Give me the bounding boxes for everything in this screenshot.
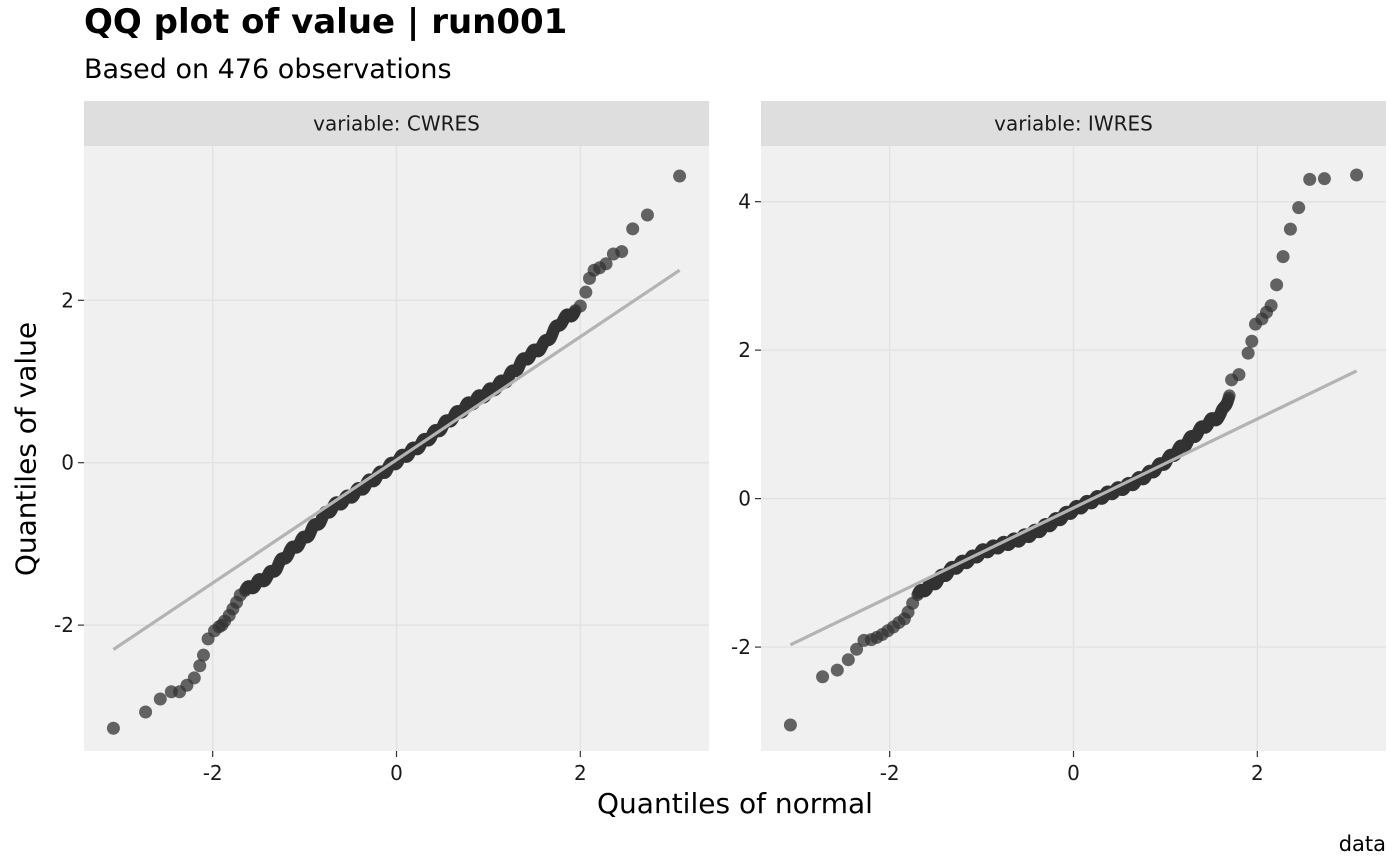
data-point: [1276, 250, 1290, 264]
y-tick-label: 0: [738, 487, 751, 511]
data-point: [816, 670, 830, 684]
x-tick-label: 0: [1067, 761, 1080, 785]
data-point: [579, 285, 593, 299]
facet-strip: [761, 101, 1386, 146]
data-point: [1317, 172, 1331, 186]
x-tick-label: 0: [390, 761, 403, 785]
data-point: [640, 208, 654, 222]
data-point: [1223, 389, 1236, 402]
data-point: [139, 705, 153, 719]
data-point: [1232, 368, 1246, 382]
data-point: [906, 596, 920, 610]
data-point: [193, 659, 207, 673]
data-point: [187, 671, 201, 685]
qq-reference-line: [112, 268, 681, 651]
facet-strip-label: variable: CWRES: [313, 112, 480, 136]
data-point: [1245, 334, 1259, 348]
y-tick-label: -2: [731, 635, 751, 659]
data-point: [196, 648, 210, 662]
data-point: [841, 653, 855, 667]
data-point: [1303, 172, 1317, 186]
y-tick-label: 2: [61, 288, 74, 312]
x-axis-label: Quantiles of normal: [597, 787, 873, 820]
chart-title: QQ plot of value | run001: [84, 2, 568, 42]
plot-caption: data: [1338, 832, 1386, 856]
y-tick-label: 0: [61, 451, 74, 475]
data-point: [1241, 346, 1255, 360]
y-axis-label: Quantiles of value: [9, 321, 43, 577]
data-point: [830, 663, 844, 677]
data-point: [1264, 299, 1278, 313]
facet-strip-label: variable: IWRES: [994, 112, 1153, 136]
data-point: [673, 169, 687, 183]
chart-subtitle: Based on 476 observations: [84, 54, 452, 85]
data-points: [106, 169, 687, 735]
data-point: [1283, 222, 1297, 236]
y-tick-label: 4: [738, 190, 751, 214]
data-point: [850, 642, 864, 656]
y-tick-label: -2: [54, 613, 74, 637]
data-point: [1350, 168, 1364, 182]
data-point: [1292, 201, 1306, 215]
qq-reference-line: [789, 369, 1358, 647]
panel-1: variable: CWRES -2 0 2 -2 0 2: [54, 101, 709, 785]
data-point: [106, 721, 120, 735]
data-point: [153, 692, 167, 706]
x-tick-label: -2: [203, 761, 223, 785]
data-point: [626, 222, 640, 236]
x-tick-label: 2: [574, 761, 587, 785]
data-point: [599, 257, 613, 271]
y-tick-label: 2: [738, 338, 751, 362]
data-point: [783, 718, 797, 732]
data-point: [615, 245, 629, 259]
data-point: [215, 618, 229, 632]
data-point: [233, 588, 247, 602]
facet-strip: [84, 101, 709, 146]
panel-2: variable: IWRES -2 0 2 -2 0 2 4: [731, 101, 1386, 785]
data-point: [1270, 278, 1284, 292]
x-tick-label: -2: [880, 761, 900, 785]
data-point: [573, 299, 587, 313]
x-tick-label: 2: [1251, 761, 1264, 785]
